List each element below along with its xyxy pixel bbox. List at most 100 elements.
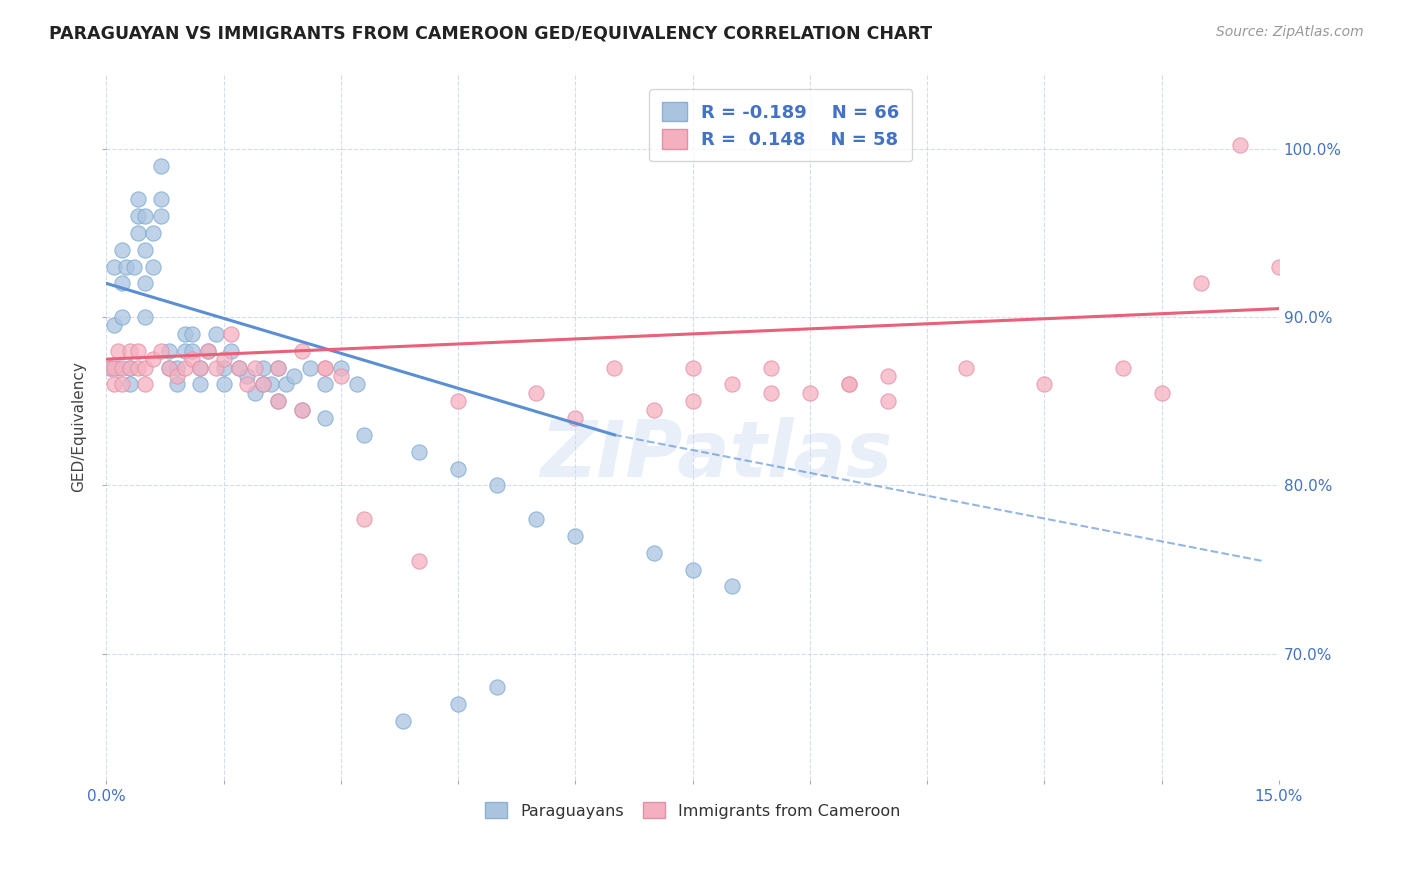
Point [98, 360, 121, 375]
Point [682, 563, 704, 577]
Point [1033, 377, 1056, 392]
Point [291, 402, 314, 417]
Point [134, 377, 156, 392]
Point [243, 360, 266, 375]
Point [1268, 260, 1291, 274]
Point [838, 377, 860, 392]
Point [197, 343, 219, 358]
Text: PARAGUAYAN VS IMMIGRANTS FROM CAMEROON GED/EQUIVALENCY CORRELATION CHART: PARAGUAYAN VS IMMIGRANTS FROM CAMEROON G… [49, 25, 932, 43]
Point [107, 343, 129, 358]
Point [173, 360, 195, 375]
Point [236, 377, 259, 392]
Point [346, 377, 368, 392]
Point [838, 377, 860, 392]
Point [188, 360, 211, 375]
Point [564, 411, 586, 425]
Point [643, 402, 665, 417]
Point [524, 385, 547, 400]
Point [408, 554, 430, 568]
Point [486, 478, 509, 492]
Point [127, 192, 149, 206]
Point [111, 360, 134, 375]
Point [291, 402, 314, 417]
Point [212, 377, 235, 392]
Point [329, 368, 352, 383]
Point [150, 192, 173, 206]
Point [111, 310, 134, 324]
Point [111, 377, 134, 392]
Point [720, 377, 742, 392]
Point [134, 209, 156, 223]
Point [291, 343, 314, 358]
Point [173, 326, 195, 341]
Point [134, 360, 156, 375]
Point [298, 360, 321, 375]
Point [134, 277, 156, 291]
Point [228, 360, 250, 375]
Point [1150, 385, 1173, 400]
Point [142, 260, 165, 274]
Point [720, 579, 742, 593]
Point [329, 360, 352, 375]
Point [524, 512, 547, 526]
Point [157, 360, 180, 375]
Point [212, 360, 235, 375]
Point [283, 368, 305, 383]
Point [173, 343, 195, 358]
Point [204, 360, 226, 375]
Point [353, 428, 375, 442]
Point [150, 209, 173, 223]
Point [212, 352, 235, 367]
Point [564, 529, 586, 543]
Point [188, 377, 211, 392]
Point [353, 512, 375, 526]
Point [267, 360, 290, 375]
Point [643, 546, 665, 560]
Point [392, 714, 415, 728]
Point [118, 360, 141, 375]
Point [181, 326, 204, 341]
Point [799, 385, 821, 400]
Point [267, 394, 290, 409]
Point [682, 394, 704, 409]
Point [314, 411, 336, 425]
Point [181, 352, 204, 367]
Point [759, 360, 782, 375]
Point [166, 368, 188, 383]
Point [1111, 360, 1133, 375]
Point [157, 360, 180, 375]
Point [150, 159, 173, 173]
Point [103, 260, 125, 274]
Point [118, 360, 141, 375]
Point [759, 385, 782, 400]
Text: ZIPatlas: ZIPatlas [540, 417, 893, 492]
Point [252, 377, 274, 392]
Point [682, 360, 704, 375]
Point [243, 385, 266, 400]
Point [267, 394, 290, 409]
Point [314, 377, 336, 392]
Point [111, 277, 134, 291]
Point [188, 360, 211, 375]
Point [103, 318, 125, 333]
Point [267, 360, 290, 375]
Point [115, 260, 138, 274]
Point [603, 360, 626, 375]
Point [166, 360, 188, 375]
Point [103, 360, 125, 375]
Point [111, 243, 134, 257]
Point [127, 226, 149, 240]
Point [877, 368, 900, 383]
Point [955, 360, 977, 375]
Point [107, 360, 129, 375]
Point [98, 360, 121, 375]
Point [118, 343, 141, 358]
Point [1229, 138, 1251, 153]
Point [1189, 277, 1212, 291]
Point [259, 377, 281, 392]
Point [127, 343, 149, 358]
Point [204, 326, 226, 341]
Point [314, 360, 336, 375]
Point [197, 343, 219, 358]
Point [134, 310, 156, 324]
